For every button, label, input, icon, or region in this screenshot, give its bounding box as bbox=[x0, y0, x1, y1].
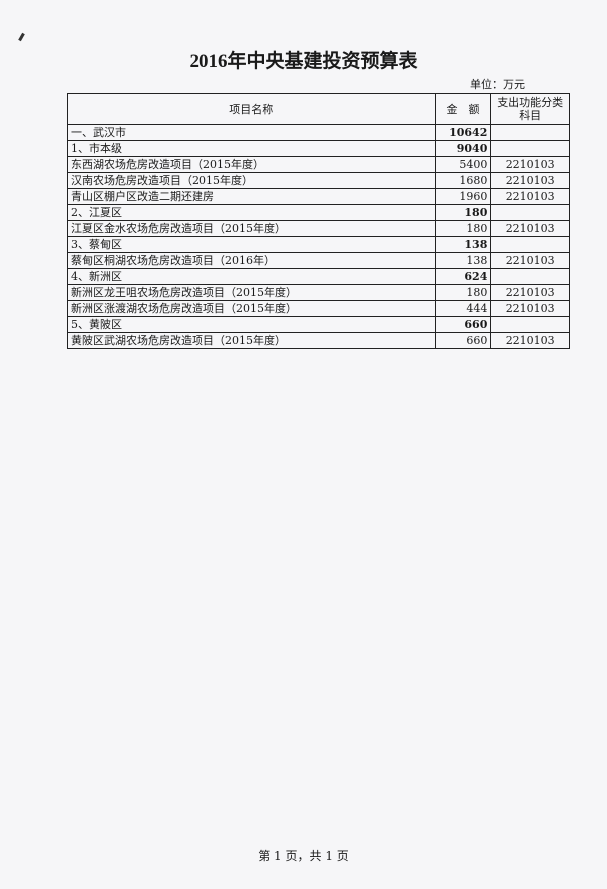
project-name-cell: 青山区棚户区改造二期还建房 bbox=[67, 188, 436, 205]
amount-cell: 138 bbox=[434, 236, 492, 253]
table-row: 4、新洲区 624 bbox=[67, 268, 570, 285]
unit-label: 单位：万元 bbox=[470, 78, 525, 91]
function-code-cell: 2210103 bbox=[490, 220, 570, 237]
table-header-row: 项目名称 金 额 支出功能分类科目 bbox=[67, 93, 570, 125]
function-code-cell: 2210103 bbox=[490, 332, 570, 349]
scan-mark bbox=[18, 32, 25, 42]
project-name-cell: 东西湖农场危房改造项目（2015年度） bbox=[67, 156, 436, 173]
amount-cell: 1960 bbox=[434, 188, 492, 205]
table-row: 江夏区金水农场危房改造项目（2015年度） 180 2210103 bbox=[67, 220, 570, 237]
project-name-cell: 新洲区涨渡湖农场危房改造项目（2015年度） bbox=[67, 300, 436, 317]
project-name-cell: 江夏区金水农场危房改造项目（2015年度） bbox=[67, 220, 436, 237]
function-code-cell bbox=[490, 124, 570, 141]
table-row: 5、黄陂区 660 bbox=[67, 316, 570, 333]
page-title: 2016年中央基建投资预算表 bbox=[189, 51, 418, 72]
table-row: 蔡甸区桐湖农场危房改造项目（2016年） 138 2210103 bbox=[67, 252, 570, 269]
table-row: 1、市本级 9040 bbox=[67, 140, 570, 157]
project-name-cell: 一、武汉市 bbox=[67, 124, 436, 141]
function-code-cell: 2210103 bbox=[490, 284, 570, 301]
function-code-cell bbox=[490, 268, 570, 285]
table-row: 新洲区涨渡湖农场危房改造项目（2015年度） 444 2210103 bbox=[67, 300, 570, 317]
table-row: 青山区棚户区改造二期还建房 1960 2210103 bbox=[67, 188, 570, 205]
budget-table: 项目名称 金 额 支出功能分类科目 一、武汉市 10642 1、市本级 9040 东西湖… bbox=[67, 93, 570, 349]
project-name-cell: 5、黄陂区 bbox=[67, 316, 436, 333]
project-name-cell: 2、江夏区 bbox=[67, 204, 436, 221]
page-footer: 第 1 页，共 1 页 bbox=[258, 849, 349, 863]
project-name-cell: 新洲区龙王咀农场危房改造项目（2015年度） bbox=[67, 284, 436, 301]
header-function-code: 支出功能分类科目 bbox=[490, 93, 570, 125]
amount-cell: 9040 bbox=[434, 140, 492, 157]
project-name-cell: 3、蔡甸区 bbox=[67, 236, 436, 253]
amount-cell: 10642 bbox=[434, 124, 492, 141]
header-project-name: 项目名称 bbox=[67, 93, 436, 125]
project-name-cell: 4、新洲区 bbox=[67, 268, 436, 285]
table-row: 3、蔡甸区 138 bbox=[67, 236, 570, 253]
function-code-cell bbox=[490, 236, 570, 253]
table-row: 黄陂区武湖农场危房改造项目（2015年度） 660 2210103 bbox=[67, 332, 570, 349]
function-code-cell bbox=[490, 316, 570, 333]
amount-cell: 624 bbox=[434, 268, 492, 285]
function-code-cell: 2210103 bbox=[490, 188, 570, 205]
table-row: 东西湖农场危房改造项目（2015年度） 5400 2210103 bbox=[67, 156, 570, 173]
amount-cell: 180 bbox=[434, 204, 492, 221]
function-code-cell: 2210103 bbox=[490, 300, 570, 317]
amount-cell: 660 bbox=[434, 332, 492, 349]
table-row: 一、武汉市 10642 bbox=[67, 124, 570, 141]
function-code-cell: 2210103 bbox=[490, 156, 570, 173]
project-name-cell: 汉南农场危房改造项目（2015年度） bbox=[67, 172, 436, 189]
amount-cell: 138 bbox=[434, 252, 492, 269]
amount-cell: 5400 bbox=[434, 156, 492, 173]
table-row: 汉南农场危房改造项目（2015年度） 1680 2210103 bbox=[67, 172, 570, 189]
project-name-cell: 1、市本级 bbox=[67, 140, 436, 157]
amount-cell: 1680 bbox=[434, 172, 492, 189]
function-code-cell: 2210103 bbox=[490, 172, 570, 189]
header-amount: 金 额 bbox=[434, 93, 492, 125]
amount-cell: 180 bbox=[434, 220, 492, 237]
function-code-cell bbox=[490, 204, 570, 221]
amount-cell: 180 bbox=[434, 284, 492, 301]
table-row: 2、江夏区 180 bbox=[67, 204, 570, 221]
project-name-cell: 黄陂区武湖农场危房改造项目（2015年度） bbox=[67, 332, 436, 349]
amount-cell: 660 bbox=[434, 316, 492, 333]
amount-cell: 444 bbox=[434, 300, 492, 317]
table-row: 新洲区龙王咀农场危房改造项目（2015年度） 180 2210103 bbox=[67, 284, 570, 301]
function-code-cell: 2210103 bbox=[490, 252, 570, 269]
function-code-cell bbox=[490, 140, 570, 157]
project-name-cell: 蔡甸区桐湖农场危房改造项目（2016年） bbox=[67, 252, 436, 269]
